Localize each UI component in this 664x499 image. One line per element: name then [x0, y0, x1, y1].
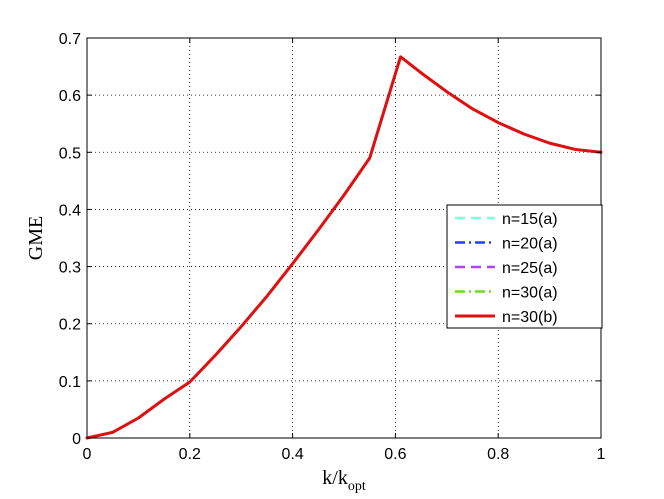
y-tick-label-6: 0.6 [59, 88, 81, 105]
legend-items: n=15(a) n=20(a) n=25(a) n=30(a) n=30(b) [455, 211, 558, 326]
axis-ticks [86, 37, 602, 439]
y-tick-label-2: 0.2 [59, 317, 81, 334]
x-axis-label-main: k/k [322, 467, 348, 489]
legend-label-1: n=20(a) [502, 236, 558, 253]
legend-label-3: n=30(a) [502, 285, 558, 302]
x-tick-label-2: 0.4 [281, 446, 303, 463]
x-axis-label: k/kopt [322, 467, 366, 494]
y-tick-labels: 0 0.1 0.2 0.3 0.4 0.5 0.6 0.7 [59, 31, 81, 448]
y-tick-label-5: 0.5 [59, 145, 81, 162]
x-tick-label-0: 0 [83, 446, 92, 463]
x-tick-label-3: 0.6 [384, 446, 406, 463]
y-tick-label-7: 0.7 [59, 31, 81, 48]
y-tick-label-0: 0 [72, 431, 81, 448]
y-tick-label-4: 0.4 [59, 202, 81, 219]
x-axis-label-subscript: opt [348, 479, 366, 494]
x-tick-label-4: 0.8 [487, 446, 509, 463]
legend: n=15(a) n=20(a) n=25(a) n=30(a) n=30(b) [446, 204, 603, 329]
series-line-4 [85, 55, 603, 440]
y-tick-label-1: 0.1 [59, 374, 81, 391]
series-lines [85, 55, 603, 440]
legend-label-0: n=15(a) [502, 211, 558, 228]
legend-label-4: n=30(b) [502, 309, 558, 326]
legend-label-2: n=25(a) [502, 260, 558, 277]
x-tick-labels: 0 0.2 0.4 0.6 0.8 1 [83, 446, 606, 463]
x-tick-label-5: 1 [597, 446, 606, 463]
y-tick-label-3: 0.3 [59, 260, 81, 277]
x-tick-label-1: 0.2 [179, 446, 201, 463]
y-axis-label: GME [25, 216, 47, 260]
